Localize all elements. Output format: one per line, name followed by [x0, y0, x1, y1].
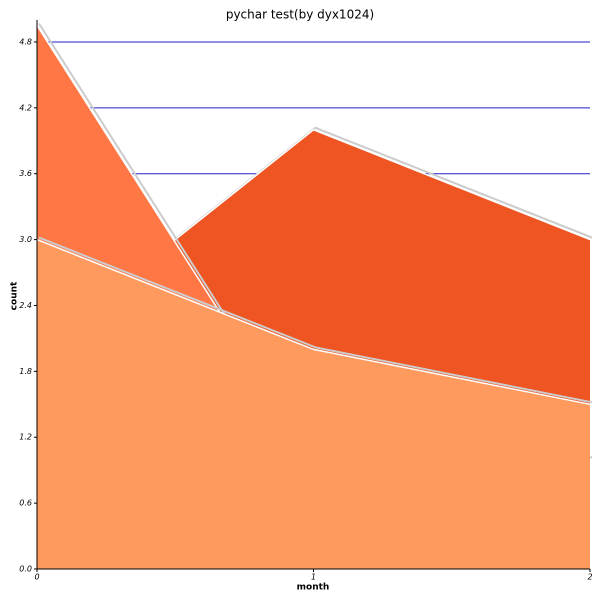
y-tick-label: 0.6 — [19, 499, 32, 508]
y-tick-label: 3.6 — [19, 169, 32, 178]
x-axis-label: month — [297, 583, 330, 593]
y-tick-label: 2.4 — [19, 301, 32, 310]
y-tick-label: 0.0 — [19, 565, 32, 574]
x-tick-label: 0 — [34, 573, 39, 582]
y-tick-label: 1.2 — [19, 433, 32, 442]
area — [37, 239, 590, 569]
y-tick-label: 4.8 — [19, 37, 32, 46]
y-tick-label: 3.0 — [19, 235, 32, 244]
area-line — [36, 238, 591, 406]
y-tick-label: 1.8 — [19, 367, 32, 376]
y-axis-label: count — [10, 281, 20, 310]
area-shadow — [38, 236, 593, 404]
x-tick-label: 1 — [311, 573, 316, 582]
chart-title: pychar test(by dyx1024) — [226, 8, 374, 22]
x-tick-label: 2 — [587, 573, 592, 582]
y-tick-label: 4.2 — [19, 103, 32, 112]
